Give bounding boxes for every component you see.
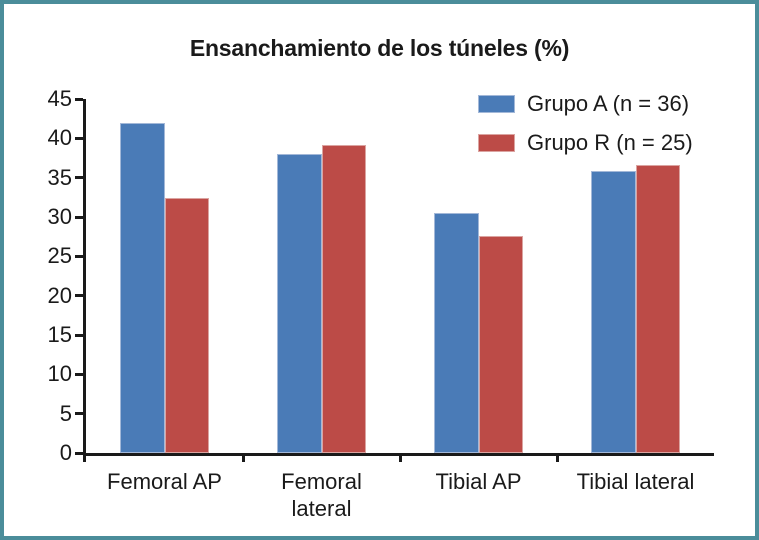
y-axis-tick-label-5: 5 [59, 400, 72, 426]
y-axis-tick-label-20: 20 [47, 282, 72, 308]
y-axis-tick-25 [75, 254, 83, 258]
legend-item-grupo-a: Grupo A (n = 36) [478, 91, 693, 116]
x-axis-category-label-tibial-lateral: Tibial lateral [557, 468, 714, 495]
x-axis-category-label-line: Femoral [281, 469, 362, 494]
chart-title: Ensanchamiento de los túneles (%) [189, 35, 570, 61]
y-axis-tick-label-0: 0 [59, 440, 72, 465]
legend: Grupo A (n = 36) Grupo R (n = 25) [478, 91, 693, 155]
y-axis-tick-30 [75, 215, 83, 219]
y-axis-tick-label-25: 25 [47, 243, 72, 269]
x-axis-category-label-line: Femoral AP [107, 469, 222, 494]
bar-grupo-r-tibial-lateral [635, 165, 680, 453]
x-axis-tick-3 [555, 453, 559, 462]
legend-swatch-grupo-a [478, 95, 515, 113]
x-axis-category-label-line: lateral [291, 496, 352, 521]
bar-grupo-r-femoral-lateral [321, 145, 366, 453]
y-axis-tick-5 [75, 412, 83, 416]
bar-grupo-a-femoral-lateral [277, 154, 322, 453]
y-axis-tick-0 [75, 451, 83, 455]
bar-grupo-r-femoral-ap [164, 198, 209, 453]
x-axis-tick-2 [398, 453, 402, 462]
x-axis-tick-1 [241, 453, 245, 462]
y-axis-tick-label-35: 35 [47, 164, 72, 190]
bar-grupo-a-tibial-lateral [591, 171, 636, 453]
x-axis-category-label-line: Tibial lateral [576, 469, 695, 494]
y-axis-tick-label-40: 40 [47, 125, 72, 151]
y-axis-tick-20 [75, 294, 83, 298]
bar-grupo-r-tibial-ap [478, 235, 523, 453]
legend-swatch-grupo-r [478, 134, 515, 152]
legend-item-grupo-r: Grupo R (n = 25) [478, 130, 693, 155]
y-axis-tick-label-10: 10 [47, 361, 72, 387]
x-axis-category-label-femoral-lateral: Femoral lateral [243, 468, 400, 522]
y-axis-tick-label-15: 15 [47, 322, 72, 347]
plot-area: 0 5 10 15 20 25 30 35 40 45 Femoral AP Femoral late… [48, 88, 714, 521]
y-axis-tick-45 [75, 97, 83, 101]
legend-label-grupo-a: Grupo A (n = 36) [527, 91, 690, 116]
y-axis-tick-label-30: 30 [47, 204, 72, 229]
y-axis-tick-40 [75, 136, 83, 140]
x-axis-category-label-line: Tibial AP [435, 469, 522, 494]
y-axis-tick-15 [75, 333, 83, 337]
y-axis-tick-10 [75, 372, 83, 376]
x-axis-category-label-tibial-ap: Tibial AP [400, 468, 557, 495]
x-axis-tick-0 [83, 453, 86, 462]
bar-grupo-a-tibial-ap [434, 213, 479, 453]
y-axis-tick-label-45: 45 [47, 86, 72, 111]
legend-label-grupo-r: Grupo R (n = 25) [527, 130, 693, 155]
bar-grupo-a-femoral-ap [120, 122, 165, 453]
x-axis-category-label-femoral-ap: Femoral AP [86, 468, 243, 495]
y-axis-tick-35 [75, 176, 83, 180]
